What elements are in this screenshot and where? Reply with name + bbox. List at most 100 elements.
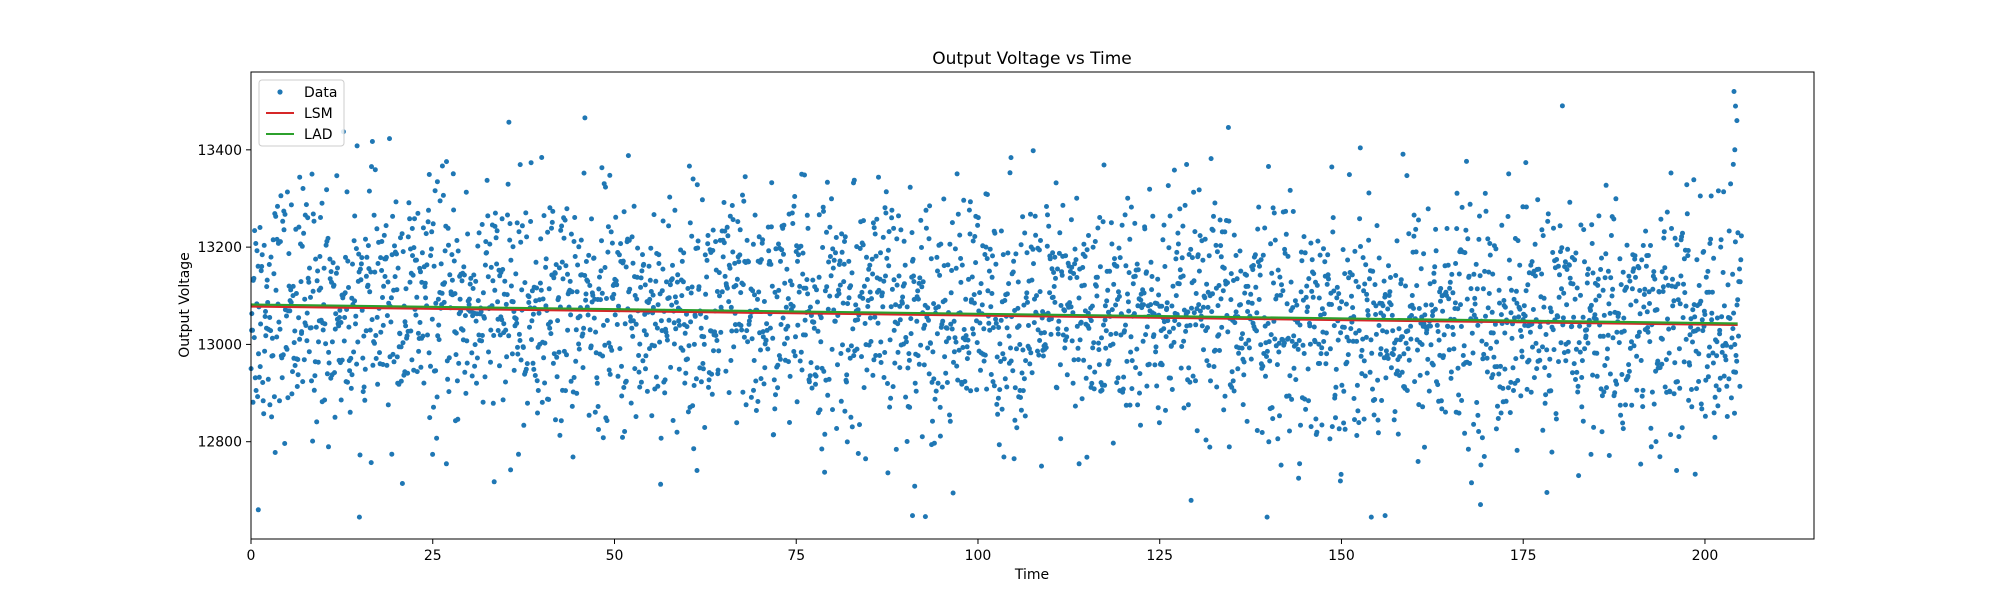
data-point [1365, 312, 1371, 318]
data-point [815, 328, 821, 334]
data-point [1102, 317, 1108, 323]
data-point [1734, 118, 1740, 124]
data-point [1028, 350, 1034, 356]
data-point [1327, 436, 1333, 442]
data-point [1372, 282, 1378, 288]
data-point [685, 356, 690, 362]
data-point [903, 339, 909, 345]
data-point [832, 318, 838, 324]
data-point [1189, 255, 1195, 261]
data-point [1629, 402, 1635, 408]
data-point [519, 287, 525, 293]
data-point [942, 297, 948, 303]
data-point [907, 404, 913, 410]
data-point [288, 299, 294, 305]
data-point [442, 248, 448, 254]
data-point [488, 264, 494, 270]
data-point [903, 335, 909, 340]
data-point [397, 331, 403, 337]
data-point [928, 340, 933, 346]
data-point [493, 235, 499, 241]
data-point [1383, 375, 1389, 381]
data-point [1020, 347, 1026, 353]
data-point [1203, 437, 1209, 443]
data-point [1572, 296, 1578, 302]
data-point [1563, 358, 1569, 364]
data-point [635, 245, 641, 251]
data-point [434, 435, 440, 441]
data-point [1298, 289, 1304, 295]
data-point [669, 276, 675, 282]
data-point [951, 349, 957, 355]
data-point [1289, 338, 1295, 344]
data-point [793, 334, 798, 340]
data-point [864, 277, 870, 282]
data-point [743, 402, 749, 408]
data-point [580, 331, 586, 337]
data-point [262, 314, 268, 319]
data-point [964, 344, 970, 350]
data-point [756, 289, 762, 295]
data-point [849, 270, 855, 276]
data-point [1557, 223, 1563, 229]
data-point [1167, 329, 1172, 335]
data-point [791, 349, 797, 354]
data-point [1689, 404, 1695, 410]
data-point [763, 338, 769, 343]
data-point [463, 189, 469, 195]
data-point [1297, 322, 1303, 328]
data-point [773, 392, 778, 398]
data-point [1092, 239, 1098, 244]
data-point [1291, 365, 1297, 371]
data-point [1081, 357, 1087, 363]
data-point [703, 291, 709, 297]
data-point [842, 408, 848, 414]
data-point [445, 225, 451, 231]
data-point [1071, 357, 1077, 363]
data-point [1469, 480, 1474, 486]
data-point [905, 365, 911, 371]
data-point [487, 241, 493, 247]
data-point [1675, 281, 1681, 287]
data-point [1114, 263, 1120, 269]
data-point [1048, 331, 1054, 337]
data-point [1500, 385, 1506, 391]
data-point [454, 378, 460, 384]
data-point [473, 278, 479, 284]
data-point [1150, 213, 1156, 219]
data-point [1067, 300, 1073, 306]
data-point [1476, 429, 1482, 434]
data-point [492, 210, 498, 216]
data-point [1570, 281, 1576, 287]
data-point [1218, 254, 1224, 260]
data-point [1544, 347, 1550, 353]
data-point [1352, 417, 1357, 423]
data-point [716, 348, 722, 354]
data-point [543, 303, 549, 309]
data-point [561, 235, 567, 241]
data-point [640, 358, 646, 364]
data-point [914, 318, 920, 324]
data-point [711, 348, 716, 354]
data-point [359, 307, 365, 313]
data-point [1236, 350, 1242, 356]
data-point [439, 163, 445, 169]
data-point [1152, 362, 1158, 368]
data-point [541, 355, 547, 361]
data-point [1072, 261, 1078, 267]
data-point [755, 399, 761, 404]
data-point [1643, 228, 1649, 234]
data-point [688, 319, 694, 325]
data-point [300, 186, 306, 191]
data-point [1250, 267, 1256, 273]
data-point [1462, 250, 1468, 256]
data-point [1724, 414, 1730, 419]
data-point [1454, 190, 1460, 196]
data-point [1401, 351, 1407, 357]
data-point [1001, 454, 1007, 460]
data-point [867, 315, 873, 321]
data-point [605, 249, 611, 255]
data-point [551, 351, 557, 357]
data-point [1601, 312, 1607, 318]
data-point [872, 231, 878, 237]
